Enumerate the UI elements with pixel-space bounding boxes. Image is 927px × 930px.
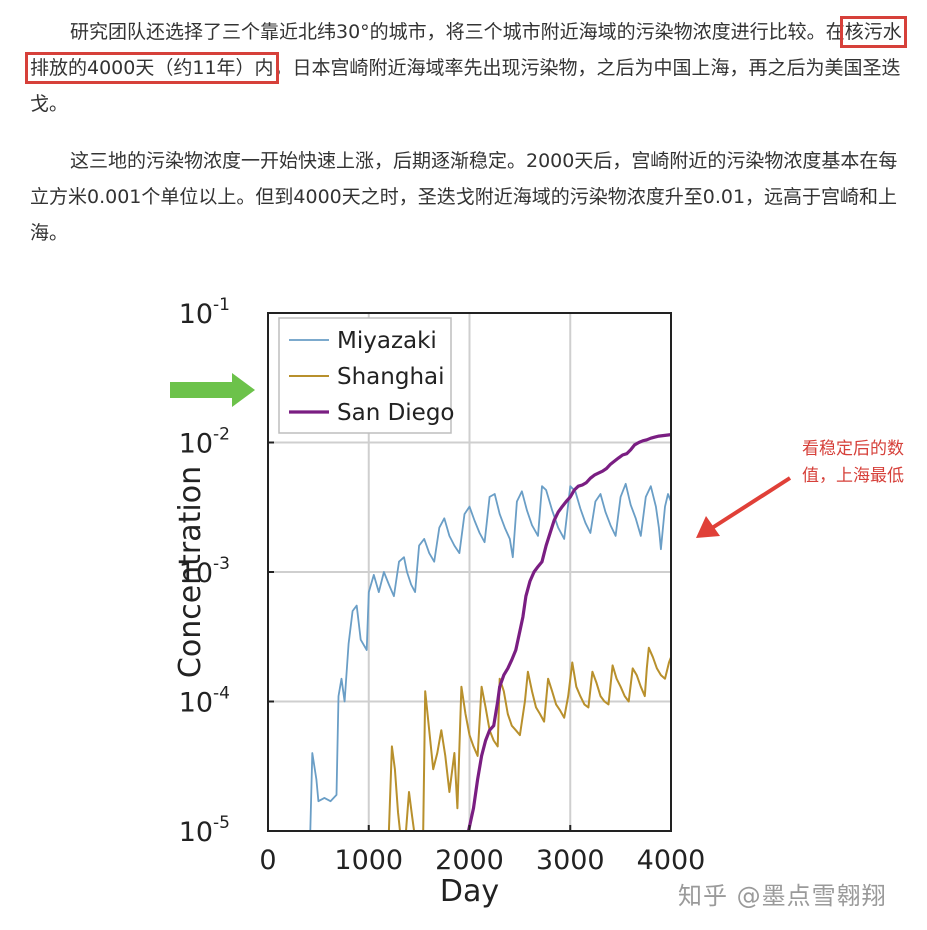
legend-label: Shanghai <box>337 364 445 390</box>
x-axis-label: Day <box>440 874 499 909</box>
series-line-miyazaki <box>309 482 671 831</box>
x-tick-label: 3000 <box>536 845 605 876</box>
article-paragraph-1: 研究团队还选择了三个靠近北纬30°的城市，将三个城市附近海域的污染物浓度进行比较… <box>25 14 910 122</box>
annotation-arrow-line <box>710 476 792 530</box>
x-tick-label: 1000 <box>334 845 403 876</box>
x-tick-label: 0 <box>259 845 276 876</box>
x-tick-label: 4000 <box>637 845 706 876</box>
y-axis-label: Concentration <box>173 466 208 678</box>
paragraph-text: ，日本宫崎附近海域率先出现污染物，之后为中国上海，再之后为美国圣迭戈。 <box>30 57 901 115</box>
y-tick-label: 10-5 <box>179 813 230 848</box>
annotation-note: 看稳定后的数值，上海最低 <box>802 439 904 486</box>
legend-label: Miyazaki <box>337 328 437 354</box>
series-line-shanghai <box>387 646 671 831</box>
legend-label: San Diego <box>337 400 455 426</box>
highlighted-phrase: 核污水排放的4000天（约11年）内 <box>25 16 907 84</box>
watermark: 知乎 @墨点雪翱翔 <box>678 882 887 910</box>
article-paragraph-2: 这三地的污染物浓度一开始快速上涨，后期逐渐稳定。2000天后，宫崎附近的污染物浓… <box>30 150 898 244</box>
y-tick-label: 10-4 <box>179 684 230 719</box>
y-tick-label: 10-1 <box>179 295 230 330</box>
green-arrow-icon <box>170 373 255 407</box>
series-line-san-diego <box>466 433 671 831</box>
x-tick-label: 2000 <box>435 845 504 876</box>
y-tick-label: 10-3 <box>179 554 230 589</box>
paragraph-text: 研究团队还选择了三个靠近北纬30°的城市，将三个城市附近海域的污染物浓度进行比较… <box>70 21 845 43</box>
y-tick-label: 10-2 <box>179 425 230 460</box>
annotation-arrow-head-icon <box>696 516 720 538</box>
